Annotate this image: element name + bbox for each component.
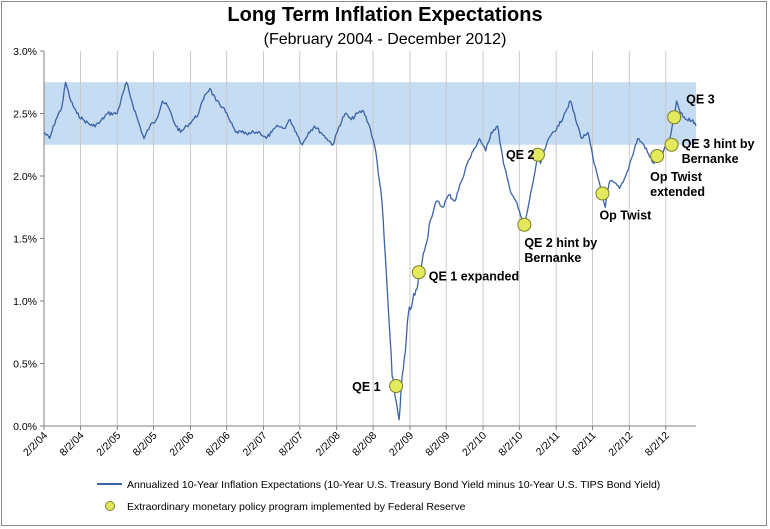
x-tick-label: 2/2/07 [241, 430, 270, 459]
x-tick-label: 2/2/10 [460, 430, 489, 459]
x-tick-label: 8/2/11 [570, 430, 599, 459]
event-marker [650, 149, 665, 163]
x-tick-label: 2/2/08 [314, 430, 343, 459]
event-label: QE 2 hint by Bernanke [524, 236, 597, 265]
event-marker [517, 217, 532, 232]
event-marker [595, 186, 610, 201]
event-label: Op Twist [599, 209, 652, 223]
target-range-band [44, 82, 696, 145]
event-marker [411, 265, 426, 280]
y-tick-label: 1.0% [13, 296, 37, 308]
event-label: QE 2 [506, 148, 535, 162]
x-tick-label: 8/2/04 [57, 430, 86, 459]
event-label: Op Twist extended [650, 170, 705, 199]
x-tick-label: 8/2/07 [277, 430, 306, 459]
x-tick-label: 8/2/08 [350, 430, 379, 459]
event-marker [667, 110, 682, 125]
y-tick-label: 0.5% [13, 359, 37, 371]
x-tick-label: 2/2/04 [21, 430, 50, 459]
x-tick-label: 2/2/12 [606, 430, 635, 459]
event-markers [389, 110, 682, 393]
x-tick-label: 8/2/05 [131, 430, 160, 459]
event-marker [389, 379, 404, 393]
x-tick-label: 2/2/09 [387, 430, 416, 459]
target-band-layer [44, 82, 696, 145]
x-tick-label: 2/2/05 [94, 430, 123, 459]
x-tick-label: 2/2/11 [534, 430, 563, 459]
legend-line-label: Annualized 10-Year Inflation Expectation… [127, 479, 660, 491]
y-tick-label: 3.0% [13, 46, 37, 58]
x-tick-label: 8/2/10 [496, 430, 525, 459]
x-tick-label: 8/2/12 [643, 430, 672, 459]
event-labels: QE 1 QE 1 expanded QE 2 hint by Bernanke QE … [352, 92, 754, 394]
event-marker [530, 147, 545, 162]
legend-marker-label: Extraordinary monetary policy program im… [127, 501, 466, 513]
y-tick-label: 0.0% [13, 421, 37, 433]
y-tick-label: 1.5% [13, 234, 37, 246]
chart-subtitle: (February 2004 - December 2012) [263, 31, 507, 48]
series-layer [43, 81, 697, 421]
y-tick-label: 2.0% [13, 171, 37, 183]
chart-title: Long Term Inflation Expectations [227, 4, 543, 26]
event-label: QE 3 hint by Bernanke [682, 137, 755, 166]
legend-marker-swatch [105, 501, 115, 511]
event-label: QE 3 [686, 92, 715, 106]
x-tick-label: 8/2/06 [204, 430, 233, 459]
x-tick-label: 8/2/09 [423, 430, 452, 459]
y-tick-label: 2.5% [13, 109, 37, 121]
legend: Annualized 10-Year Inflation Expectation… [97, 479, 660, 513]
event-label: QE 1 [352, 380, 381, 394]
x-tick-label: 2/2/06 [167, 430, 196, 459]
series-line [43, 81, 697, 421]
event-marker [664, 137, 679, 152]
event-label: QE 1 expanded [429, 269, 519, 283]
